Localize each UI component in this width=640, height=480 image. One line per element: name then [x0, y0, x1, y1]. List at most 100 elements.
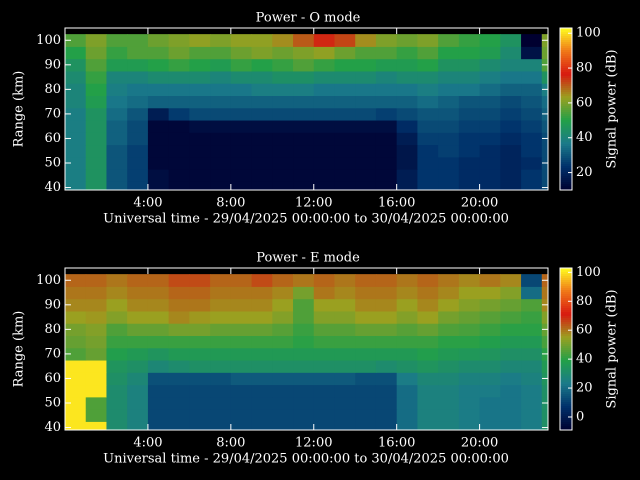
- heat-cell: [541, 286, 548, 300]
- heat-cell: [417, 286, 439, 300]
- heat-cell: [458, 396, 481, 410]
- colorbar-swatch: [560, 412, 572, 415]
- heat-cell: [65, 169, 87, 182]
- heat-cell: [438, 274, 460, 287]
- colorbar-swatch: [560, 334, 572, 337]
- heat-cell: [168, 169, 190, 182]
- x-tick-label: 16:00: [378, 436, 415, 451]
- colorbar-swatch: [560, 88, 572, 91]
- heat-cell: [189, 286, 211, 300]
- colorbar-swatch: [560, 36, 572, 39]
- heat-cell: [168, 396, 190, 410]
- heat-cell: [500, 34, 522, 47]
- colorbar-swatch: [560, 32, 572, 35]
- heat-cell: [106, 396, 128, 410]
- heat-cell: [396, 120, 418, 133]
- colorbar-swatch: [560, 344, 572, 347]
- heat-cell: [355, 360, 377, 373]
- heat-cell: [168, 34, 190, 47]
- heat-cell: [272, 70, 294, 84]
- heat-cell: [210, 83, 232, 96]
- heat-cell: [500, 169, 522, 182]
- heat-cell: [500, 360, 522, 373]
- heat-cell: [251, 107, 273, 121]
- colorbar-swatch: [560, 104, 572, 107]
- colorbar-swatch: [560, 188, 572, 191]
- heat-cell: [127, 360, 149, 373]
- heat-cell: [521, 120, 543, 133]
- colorbar-swatch: [560, 358, 572, 361]
- heat-cell: [479, 360, 501, 373]
- y-tick-label: 60: [44, 131, 61, 146]
- heat-cell: [521, 83, 543, 96]
- heat-cell: [355, 169, 377, 182]
- heat-cell: [251, 169, 273, 182]
- heat-cell: [147, 310, 170, 324]
- heat-cell: [375, 286, 398, 300]
- heat-cell: [541, 409, 548, 422]
- heat-cell: [313, 120, 335, 133]
- heat-cell: [417, 298, 439, 312]
- heat-cell: [272, 144, 294, 158]
- heat-cell: [251, 70, 273, 84]
- heat-cell: [168, 310, 190, 324]
- heat-cell: [500, 144, 522, 158]
- heat-cell: [210, 396, 232, 410]
- heat-cell: [500, 286, 522, 300]
- heat-cell: [334, 95, 356, 109]
- heat-cell: [334, 323, 356, 336]
- y-tick-label: 60: [44, 371, 61, 386]
- heat-cell: [106, 409, 128, 422]
- heat-cell: [85, 70, 107, 84]
- heat-cell: [272, 335, 294, 349]
- heat-cell: [396, 107, 418, 121]
- heat-cell: [334, 372, 356, 386]
- chart-title: Power - O mode: [256, 11, 361, 26]
- heat-cell: [334, 396, 356, 410]
- heat-cell: [355, 120, 377, 133]
- heat-cell: [375, 347, 398, 361]
- heat-cell: [189, 120, 211, 133]
- heat-cell: [313, 310, 335, 324]
- colorbar-swatch: [560, 268, 572, 271]
- heat-cell: [479, 310, 501, 324]
- colorbar-swatch: [560, 392, 572, 395]
- heat-cell: [189, 347, 211, 361]
- heat-cell: [272, 58, 294, 72]
- heat-cell: [230, 286, 253, 300]
- heat-cell: [168, 132, 190, 146]
- colorbar-swatch: [560, 166, 572, 169]
- heat-cell: [334, 335, 356, 349]
- heat-cell: [127, 120, 149, 133]
- heat-cell: [127, 107, 149, 121]
- heat-cell: [521, 409, 543, 422]
- heat-cell: [251, 156, 273, 170]
- heat-cell: [313, 83, 335, 96]
- heat-cell: [210, 384, 232, 398]
- heat-cell: [293, 132, 315, 146]
- heat-cell: [127, 372, 149, 386]
- heat-cell: [417, 335, 439, 349]
- heat-cell: [355, 298, 377, 312]
- colorbar-swatch: [560, 74, 572, 77]
- heat-cell: [85, 347, 107, 361]
- heat-cell: [189, 360, 211, 373]
- colorbar-tick-label: 20: [576, 381, 593, 396]
- heat-cell: [521, 95, 543, 109]
- colorbar-swatch: [560, 112, 572, 115]
- heat-cell: [147, 274, 170, 287]
- colorbar-swatch: [560, 326, 572, 329]
- heat-cell: [458, 46, 481, 60]
- heat-cell: [168, 83, 190, 96]
- heat-cell: [375, 335, 398, 349]
- heat-cell: [272, 274, 294, 287]
- colorbar-swatch: [560, 350, 572, 353]
- colorbar-tick-label: 100: [576, 26, 601, 41]
- heat-cell: [65, 310, 87, 324]
- colorbar-swatch: [560, 164, 572, 167]
- heat-cell: [230, 384, 253, 398]
- heat-cell: [106, 120, 128, 133]
- heat-cell: [375, 360, 398, 373]
- heat-cell: [189, 274, 211, 287]
- colorbar-swatch: [560, 70, 572, 73]
